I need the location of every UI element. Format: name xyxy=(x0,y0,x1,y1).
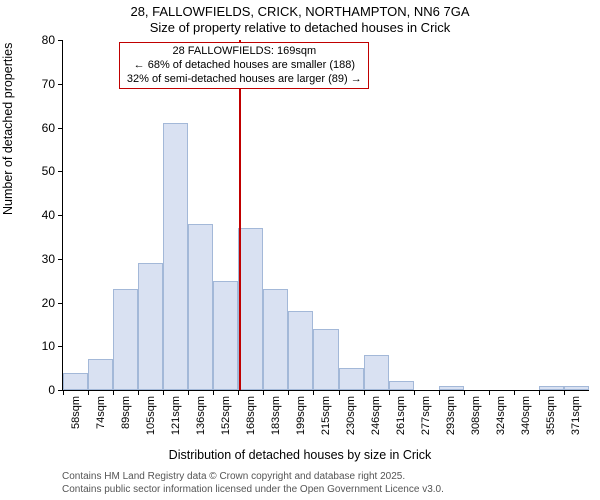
x-tick xyxy=(138,390,139,395)
y-tick xyxy=(58,346,63,347)
x-tick xyxy=(489,390,490,395)
x-tick-label: 371sqm xyxy=(570,396,582,435)
y-tick-label: 70 xyxy=(42,77,55,91)
x-tick xyxy=(313,390,314,395)
y-tick xyxy=(58,128,63,129)
x-tick xyxy=(163,390,164,395)
x-tick xyxy=(88,390,89,395)
plot-area: 0102030405060708058sqm74sqm89sqm105sqm12… xyxy=(62,40,589,391)
histogram-bar xyxy=(389,381,414,390)
y-tick-label: 50 xyxy=(42,164,55,178)
y-axis-title: Number of detached properties xyxy=(1,43,15,215)
footer-line-2: Contains public sector information licen… xyxy=(62,484,444,497)
histogram-bar xyxy=(138,263,163,390)
title-line-2: Size of property relative to detached ho… xyxy=(0,20,600,35)
x-axis-title: Distribution of detached houses by size … xyxy=(169,448,432,462)
x-tick xyxy=(439,390,440,395)
y-tick xyxy=(58,303,63,304)
y-tick-label: 10 xyxy=(42,339,55,353)
histogram-bar xyxy=(564,386,589,390)
x-tick-label: 324sqm xyxy=(495,396,507,435)
y-tick xyxy=(58,84,63,85)
x-tick-label: 261sqm xyxy=(395,396,407,435)
x-tick-label: 230sqm xyxy=(345,396,357,435)
x-tick xyxy=(364,390,365,395)
x-tick-label: 168sqm xyxy=(245,396,257,435)
x-tick-label: 340sqm xyxy=(520,396,532,435)
x-tick-label: 152sqm xyxy=(220,396,232,435)
histogram-bar xyxy=(313,329,338,390)
x-tick-label: 199sqm xyxy=(295,396,307,435)
annotation-line: ← 68% of detached houses are smaller (18… xyxy=(124,59,364,73)
histogram-bar xyxy=(213,281,238,390)
y-tick xyxy=(58,40,63,41)
x-tick-label: 121sqm xyxy=(170,396,182,435)
histogram-bar xyxy=(63,373,88,391)
x-tick xyxy=(539,390,540,395)
chart-container: 28, FALLOWFIELDS, CRICK, NORTHAMPTON, NN… xyxy=(0,0,600,500)
x-tick xyxy=(339,390,340,395)
x-tick xyxy=(263,390,264,395)
x-tick-label: 308sqm xyxy=(470,396,482,435)
title-line-1: 28, FALLOWFIELDS, CRICK, NORTHAMPTON, NN… xyxy=(0,4,600,19)
histogram-bar xyxy=(288,311,313,390)
x-tick xyxy=(414,390,415,395)
x-tick-label: 215sqm xyxy=(320,396,332,435)
histogram-bar xyxy=(238,228,263,390)
histogram-bar xyxy=(439,386,464,390)
y-tick-label: 80 xyxy=(42,33,55,47)
footer: Contains HM Land Registry data © Crown c… xyxy=(62,471,444,496)
x-tick xyxy=(63,390,64,395)
x-tick-label: 89sqm xyxy=(120,396,132,429)
histogram-bar xyxy=(263,289,288,390)
histogram-bar xyxy=(539,386,564,390)
histogram-bar xyxy=(88,359,113,390)
histogram-bar xyxy=(188,224,213,390)
x-tick-label: 58sqm xyxy=(70,396,82,429)
annotation-line: 28 FALLOWFIELDS: 169sqm xyxy=(124,45,364,59)
y-tick-label: 60 xyxy=(42,121,55,135)
x-tick-label: 277sqm xyxy=(420,396,432,435)
x-tick xyxy=(464,390,465,395)
y-tick-label: 30 xyxy=(42,252,55,266)
y-tick xyxy=(58,259,63,260)
footer-line-1: Contains HM Land Registry data © Crown c… xyxy=(62,471,444,484)
x-tick xyxy=(188,390,189,395)
x-tick xyxy=(213,390,214,395)
y-tick xyxy=(58,215,63,216)
x-tick xyxy=(238,390,239,395)
y-tick xyxy=(58,171,63,172)
reference-line xyxy=(239,40,241,390)
histogram-bar xyxy=(339,368,364,390)
x-tick-label: 355sqm xyxy=(545,396,557,435)
histogram-bar xyxy=(163,123,188,390)
y-tick-label: 20 xyxy=(42,296,55,310)
annotation-box: 28 FALLOWFIELDS: 169sqm← 68% of detached… xyxy=(119,42,369,89)
x-tick xyxy=(514,390,515,395)
x-tick-label: 136sqm xyxy=(195,396,207,435)
histogram-bar xyxy=(113,289,138,390)
y-tick-label: 0 xyxy=(48,383,55,397)
x-tick-label: 246sqm xyxy=(370,396,382,435)
annotation-line: 32% of semi-detached houses are larger (… xyxy=(124,73,364,87)
x-tick xyxy=(389,390,390,395)
x-tick xyxy=(564,390,565,395)
x-tick-label: 183sqm xyxy=(270,396,282,435)
x-tick-label: 293sqm xyxy=(445,396,457,435)
y-tick-label: 40 xyxy=(42,208,55,222)
x-tick-label: 74sqm xyxy=(95,396,107,429)
x-tick xyxy=(288,390,289,395)
x-tick xyxy=(113,390,114,395)
histogram-bar xyxy=(364,355,389,390)
x-tick-label: 105sqm xyxy=(145,396,157,435)
